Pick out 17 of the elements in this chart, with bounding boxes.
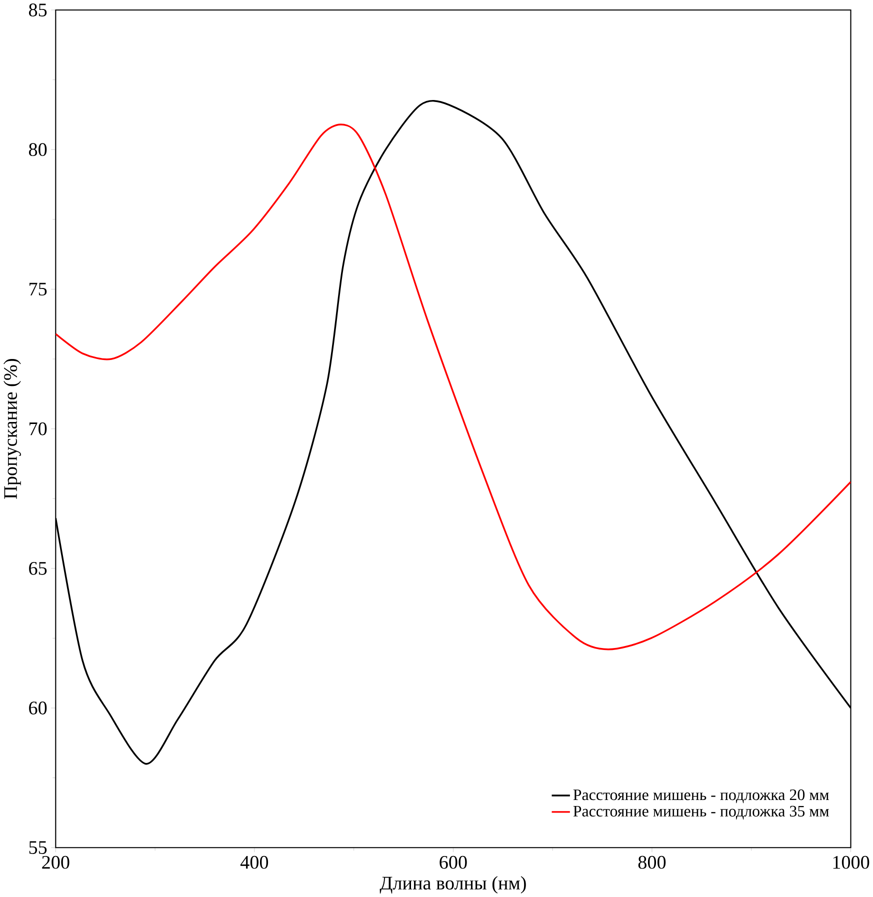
y-tick-label: 75 [29,282,46,296]
y-tick-label: 80 [28,143,46,156]
x-tick-label: 800 [638,856,666,869]
x-tick-label: 200 [42,856,70,869]
x-tick-label: 600 [439,856,467,869]
y-tick-label: 85 [28,4,46,16]
line-series [55,124,851,650]
legend-label: Расстояние мишень - подложка 20 мм [573,789,829,804]
legend-label: Расстояние мишень - подложка 35 мм [573,806,829,820]
y-tick-label: 55 [29,841,46,854]
y-tick-label: 65 [28,562,46,575]
x-axis-title: Длина волны (нм) [380,876,526,894]
y-tick-label: 70 [29,422,46,436]
x-tick-label: 400 [240,856,268,869]
y-tick-label: 60 [28,702,46,714]
y-axis-title: Пропускание (%) [3,359,21,499]
x-tick-label: 1000 [833,856,869,869]
